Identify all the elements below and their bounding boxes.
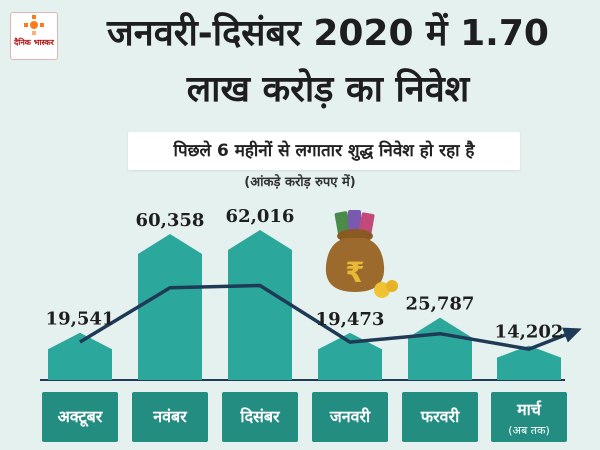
category-label: जनवरी <box>329 407 371 426</box>
value-label: 60,358 <box>136 210 205 231</box>
category-label: नवंबर <box>152 407 188 426</box>
category-label: मार्च <box>516 400 542 419</box>
trend-line <box>79 283 579 351</box>
category-label: फरवरी <box>420 407 460 426</box>
bar-6 <box>497 345 561 380</box>
value-label: 14,202 <box>495 322 564 343</box>
bar-2 <box>138 234 202 380</box>
money-bag-icon: ₹ <box>325 210 398 298</box>
value-label: 19,473 <box>316 309 385 330</box>
brand-logo-icon: दैनिक भास्कर <box>13 15 55 47</box>
bar-1 <box>48 332 112 380</box>
title-line-2: लाख करोड़ का निवेश <box>186 69 470 110</box>
unit-note: (आंकड़े करोड़ रुपए में) <box>244 175 356 190</box>
value-labels-layer: 19,541 60,358 62,016 19,473 25,787 14,202 <box>46 206 564 343</box>
bar-4 <box>318 332 382 380</box>
bar-5 <box>408 317 472 380</box>
value-label: 25,787 <box>406 294 475 315</box>
bars-layer <box>48 230 561 380</box>
category-box <box>402 392 478 442</box>
svg-text:₹: ₹ <box>345 256 364 289</box>
value-label: 19,541 <box>46 309 115 330</box>
value-label: 62,016 <box>226 206 295 227</box>
category-label: दिसंबर <box>239 407 281 426</box>
category-box <box>312 392 388 442</box>
category-label: अक्टूबर <box>58 407 104 427</box>
title-line-1: जनवरी-दिसंबर 2020 में 1.70 <box>107 13 549 54</box>
category-box <box>491 392 567 442</box>
trend-arrow-icon <box>562 327 582 343</box>
bar-3 <box>228 230 292 380</box>
brand-logo-text: दैनिक भास्कर <box>13 37 55 47</box>
subtitle-box: पिछले 6 महीनों से लगातार शुद्ध निवेश हो … <box>128 132 520 170</box>
brand-logo: दैनिक भास्कर <box>10 12 58 60</box>
category-note: (अब तक) <box>508 424 549 437</box>
category-box <box>132 392 208 442</box>
category-box <box>42 392 118 442</box>
category-labels-layer: अक्टूबर नवंबर दिसंबर जनवरी फरवरी मार्च (अब तक) <box>42 392 567 442</box>
subtitle: पिछले 6 महीनों से लगातार शुद्ध निवेश हो … <box>173 141 475 161</box>
category-box <box>222 392 298 442</box>
page-title: जनवरी-दिसंबर 2020 में 1.70 लाख करोड़ का … <box>62 6 594 118</box>
